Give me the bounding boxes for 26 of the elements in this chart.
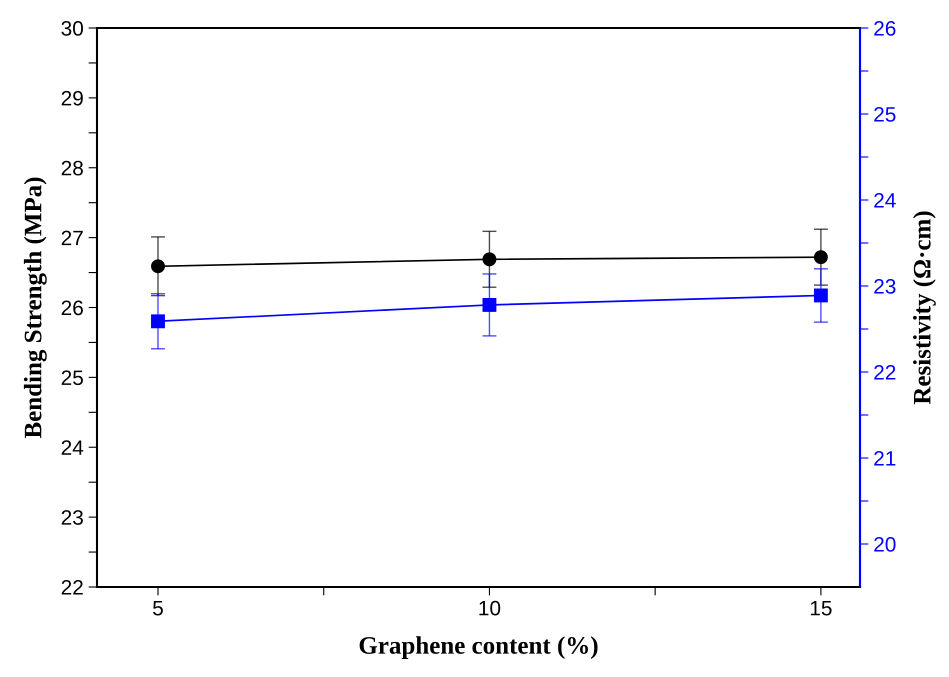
y-tick-label: 22 bbox=[62, 580, 83, 595]
y-tick-label: 30 bbox=[61, 21, 83, 36]
y2-tick-label: 23 bbox=[874, 279, 896, 294]
y2-tick-label: 24 bbox=[874, 193, 896, 208]
y-tick-label: 26 bbox=[62, 300, 83, 316]
point bbox=[814, 288, 828, 302]
y-axis-title: Bending Strength (MPa) bbox=[24, 178, 47, 438]
x-tick-label: 15 bbox=[810, 600, 832, 616]
x-tick-label: 10 bbox=[479, 600, 500, 616]
y-tick-label: 25 bbox=[62, 370, 83, 386]
y-tick-label: 29 bbox=[62, 90, 83, 106]
x-tick-label: 5 bbox=[153, 600, 163, 616]
y2-tick-label: 20 bbox=[874, 537, 896, 552]
y2-tick-label: 21 bbox=[874, 451, 896, 466]
y2-tick-label: 25 bbox=[874, 107, 896, 122]
y2-tick-label: 26 bbox=[874, 21, 896, 36]
y-tick-label: 24 bbox=[62, 440, 84, 455]
x-axis-title: Graphene content (%) bbox=[360, 636, 598, 659]
point bbox=[482, 298, 496, 312]
y-tick-label: 23 bbox=[62, 510, 83, 525]
y-tick-label: 28 bbox=[62, 160, 83, 176]
y-tick-label: 27 bbox=[62, 230, 83, 246]
y2-axis-title: Resistivity (Ω·cm) bbox=[913, 211, 936, 404]
y2-tick-label: 22 bbox=[874, 365, 896, 380]
point bbox=[151, 259, 165, 274]
point bbox=[151, 314, 165, 328]
